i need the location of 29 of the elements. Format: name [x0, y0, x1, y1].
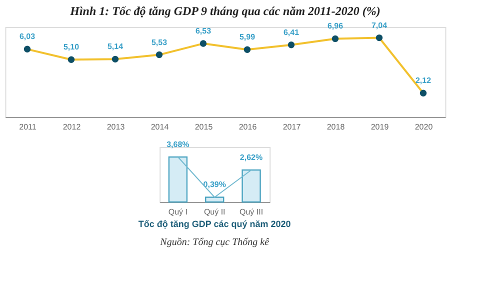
x-tick-label: Quý II — [204, 208, 226, 216]
x-tick-label: 2011 — [19, 122, 37, 132]
chart-title: Hình 1: Tốc độ tăng GDP 9 tháng qua các năm 2011-2020 (%) — [69, 4, 380, 18]
data-label: 0,39% — [203, 180, 226, 190]
data-label: 6,96 — [327, 22, 344, 31]
data-label: 6,41 — [283, 28, 300, 37]
x-tick-label: Quý III — [240, 208, 264, 216]
x-tick-label: 2019 — [370, 122, 390, 132]
data-label: 5,14 — [107, 42, 124, 52]
x-tick-label: 2020 — [414, 122, 434, 132]
data-label: 5,10 — [63, 42, 80, 52]
x-tick-label: 2015 — [194, 122, 214, 132]
data-label: 5,53 — [151, 38, 168, 47]
data-label: 5,99 — [239, 32, 256, 42]
x-tick-label: 2014 — [150, 122, 170, 132]
text: Tốc độ tăng GDP các quý năm 2020 — [138, 219, 291, 229]
data-label: 2,12 — [415, 76, 432, 86]
x-tick-label: 2012 — [62, 122, 82, 132]
data-label: 6,03 — [19, 32, 36, 42]
data-label: 7,04 — [371, 20, 388, 30]
x-tick-label: 2017 — [282, 122, 302, 132]
data-label: 3,68% — [166, 140, 190, 150]
x-tick-label: 2013 — [106, 122, 126, 132]
x-tick-label: 2016 — [238, 122, 258, 132]
x-tick-label: 2018 — [326, 122, 346, 132]
x-tick-label: Quý I — [168, 208, 188, 216]
data-label: 2,62% — [240, 152, 263, 162]
text: Nguồn: Tổng cục Thống kê — [159, 237, 270, 248]
data-label: 6,53 — [195, 26, 212, 36]
